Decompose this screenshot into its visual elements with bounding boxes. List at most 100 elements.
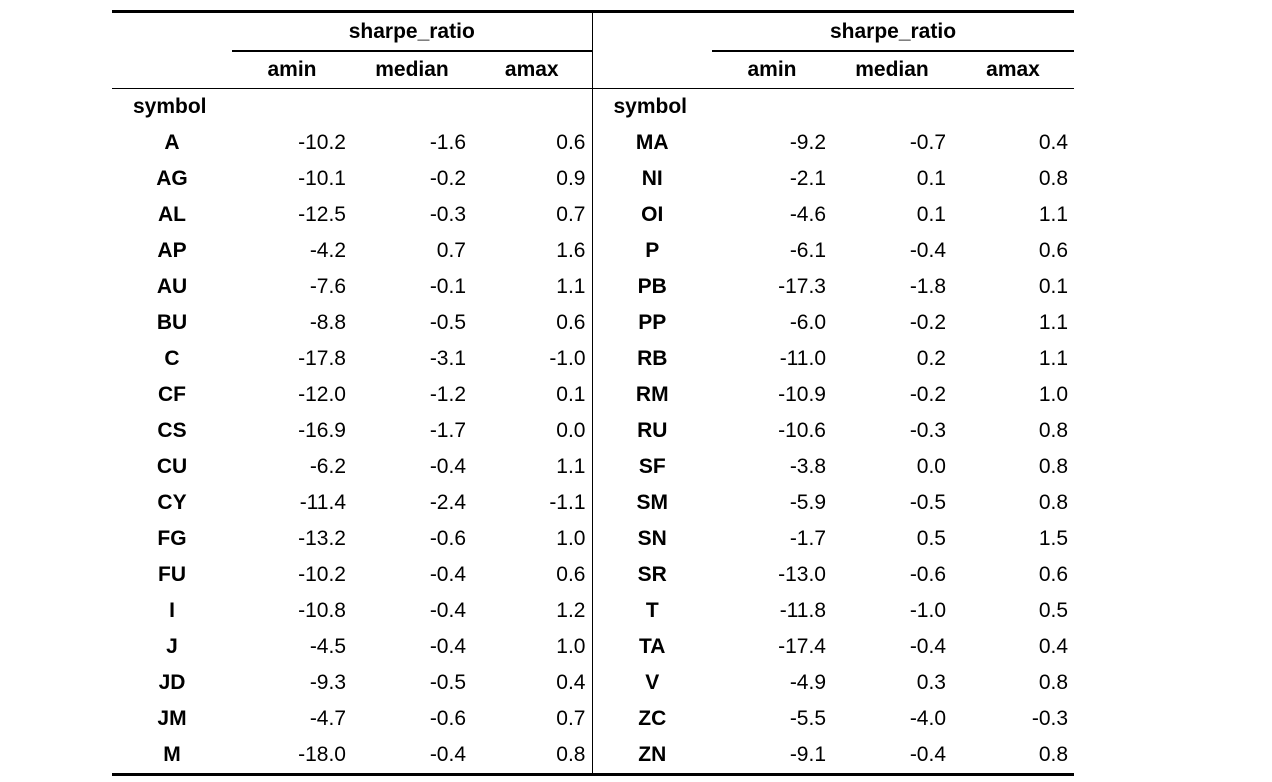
symbol-cell-right: PP — [638, 311, 667, 334]
symbol-cell-left: I — [169, 599, 175, 622]
column-header-median-right: median — [832, 51, 952, 89]
amin-cell-right: -1.7 — [789, 527, 826, 550]
amax-cell-left: 1.0 — [472, 629, 593, 665]
symbol-cell-left: JD — [158, 671, 186, 694]
column-header-row: amin median amax amin median amax — [112, 51, 1075, 89]
amax-cell-right: 1.1 — [1038, 311, 1069, 334]
table-row: CU -6.2 -0.4 1.1 SF -3.8 0.0 0.8 — [112, 449, 1074, 485]
table-row: CS -16.9 -1.7 0.0 RU -10.6 -0.3 0.8 — [112, 413, 1074, 449]
sharpe-ratio-table: sharpe_ratio sharpe_ratio amin median am… — [112, 10, 1075, 776]
amax-cell-right: 1.0 — [1038, 383, 1069, 406]
median-cell-left: -2.4 — [429, 491, 466, 514]
amax-cell-left: 0.1 — [472, 377, 593, 413]
symbol-cell-right: P — [645, 239, 660, 262]
amax-cell-left: -1.0 — [472, 341, 593, 377]
symbol-cell-right: SM — [636, 491, 669, 514]
median-cell-left: -0.4 — [352, 737, 472, 776]
symbol-cell-left: CY — [157, 491, 187, 514]
amin-cell-right: -5.9 — [789, 491, 826, 514]
amin-cell-left: -6.2 — [309, 455, 346, 478]
amin-cell-left: -10.1 — [298, 167, 346, 190]
amin-cell-right: -9.1 — [712, 737, 832, 776]
index-label-left: symbol — [133, 95, 207, 118]
amax-cell-left: 0.8 — [472, 737, 593, 776]
symbol-cell-right: PB — [637, 275, 667, 298]
median-cell-left: -3.1 — [429, 347, 466, 370]
median-cell-right: 0.1 — [916, 203, 946, 226]
symbol-cell-right: ZN — [592, 737, 712, 776]
amax-cell-left: 1.1 — [472, 269, 593, 305]
median-cell-right: 0.0 — [916, 455, 946, 478]
amax-cell-left: 1.0 — [472, 521, 593, 557]
amax-cell-right: 0.1 — [1038, 275, 1069, 298]
median-cell-left: -0.4 — [429, 455, 466, 478]
symbol-cell-right: RU — [637, 419, 668, 442]
median-cell-right: 0.2 — [916, 347, 946, 370]
amax-cell-right: 0.8 — [1038, 419, 1069, 442]
median-cell-right: -1.0 — [909, 599, 946, 622]
table-row: C -17.8 -3.1 -1.0 RB -11.0 0.2 1.1 — [112, 341, 1074, 377]
column-header-blank-left — [112, 51, 232, 89]
table-row: FG -13.2 -0.6 1.0 SN -1.7 0.5 1.5 — [112, 521, 1074, 557]
amin-cell-right: -3.8 — [789, 455, 826, 478]
amin-cell-left: -12.5 — [298, 203, 346, 226]
table-row: J -4.5 -0.4 1.0 TA -17.4 -0.4 0.4 — [112, 629, 1074, 665]
amin-cell-left: -11.4 — [299, 491, 346, 514]
amax-cell-right: 0.5 — [1038, 599, 1069, 622]
table-row: JD -9.3 -0.5 0.4 V -4.9 0.3 0.8 — [112, 665, 1074, 701]
median-cell-left: -0.5 — [429, 671, 466, 694]
median-cell-right: 0.3 — [916, 671, 946, 694]
index-label-blank — [232, 89, 352, 126]
amin-cell-right: -17.4 — [778, 635, 826, 658]
table-row: CF -12.0 -1.2 0.1 RM -10.9 -0.2 1.0 — [112, 377, 1074, 413]
symbol-cell-left: AP — [157, 239, 187, 262]
symbol-cell-left: M — [112, 737, 232, 776]
amin-cell-right: -9.2 — [789, 131, 826, 154]
amax-cell-right: 0.4 — [1038, 635, 1069, 658]
symbol-cell-left: CS — [157, 419, 187, 442]
amin-cell-right: -17.3 — [778, 275, 826, 298]
amin-cell-left: -9.3 — [309, 671, 346, 694]
median-cell-left: 0.7 — [436, 239, 466, 262]
median-cell-right: -0.3 — [909, 419, 946, 442]
amin-cell-left: -18.0 — [232, 737, 352, 776]
table-row: AU -7.6 -0.1 1.1 PB -17.3 -1.8 0.1 — [112, 269, 1074, 305]
symbol-cell-left: A — [164, 131, 180, 154]
symbol-cell-left: J — [166, 635, 178, 658]
symbol-cell-right: RB — [637, 347, 668, 370]
group-header-left: sharpe_ratio — [232, 10, 593, 52]
group-header-right: sharpe_ratio — [712, 10, 1075, 52]
amin-cell-right: -11.8 — [779, 599, 826, 622]
amin-cell-right: -4.9 — [789, 671, 826, 694]
symbol-cell-right: SF — [638, 455, 666, 478]
symbol-cell-left: AL — [158, 203, 186, 226]
index-label-blank — [352, 89, 472, 126]
median-cell-right: -0.4 — [909, 635, 946, 658]
symbol-cell-right: ZC — [638, 707, 667, 730]
amax-cell-right: -0.3 — [1031, 707, 1069, 730]
median-cell-left: -0.4 — [429, 635, 466, 658]
symbol-cell-right: MA — [635, 131, 669, 154]
table-body: A -10.2 -1.6 0.6 MA -9.2 -0.7 0.4 AG -10.1 -0.2 0.9… — [112, 125, 1075, 776]
amin-cell-left: -7.6 — [309, 275, 346, 298]
amin-cell-left: -4.7 — [309, 707, 346, 730]
amax-cell-right: 0.8 — [1038, 671, 1069, 694]
median-cell-right: -0.7 — [909, 131, 946, 154]
column-header-amax-right: amax — [952, 51, 1075, 89]
table-row: CY -11.4 -2.4 -1.1 SM -5.9 -0.5 0.8 — [112, 485, 1074, 521]
symbol-cell-left: CF — [158, 383, 186, 406]
amax-cell-right: 1.1 — [1038, 347, 1069, 370]
amin-cell-right: -10.6 — [778, 419, 826, 442]
median-cell-left: -1.6 — [429, 131, 466, 154]
amax-cell-left: 0.6 — [472, 305, 593, 341]
symbol-cell-right: V — [645, 671, 660, 694]
amin-cell-right: -11.0 — [779, 347, 826, 370]
amax-cell-left: -1.1 — [472, 485, 593, 521]
amin-cell-right: -5.5 — [789, 707, 826, 730]
symbol-cell-right: NI — [641, 167, 663, 190]
symbol-cell-left: JM — [157, 707, 187, 730]
symbol-cell-left: BU — [156, 311, 188, 334]
median-cell-right: -0.5 — [909, 491, 946, 514]
median-cell-right: 0.1 — [916, 167, 946, 190]
amax-cell-right: 0.8 — [952, 737, 1075, 776]
